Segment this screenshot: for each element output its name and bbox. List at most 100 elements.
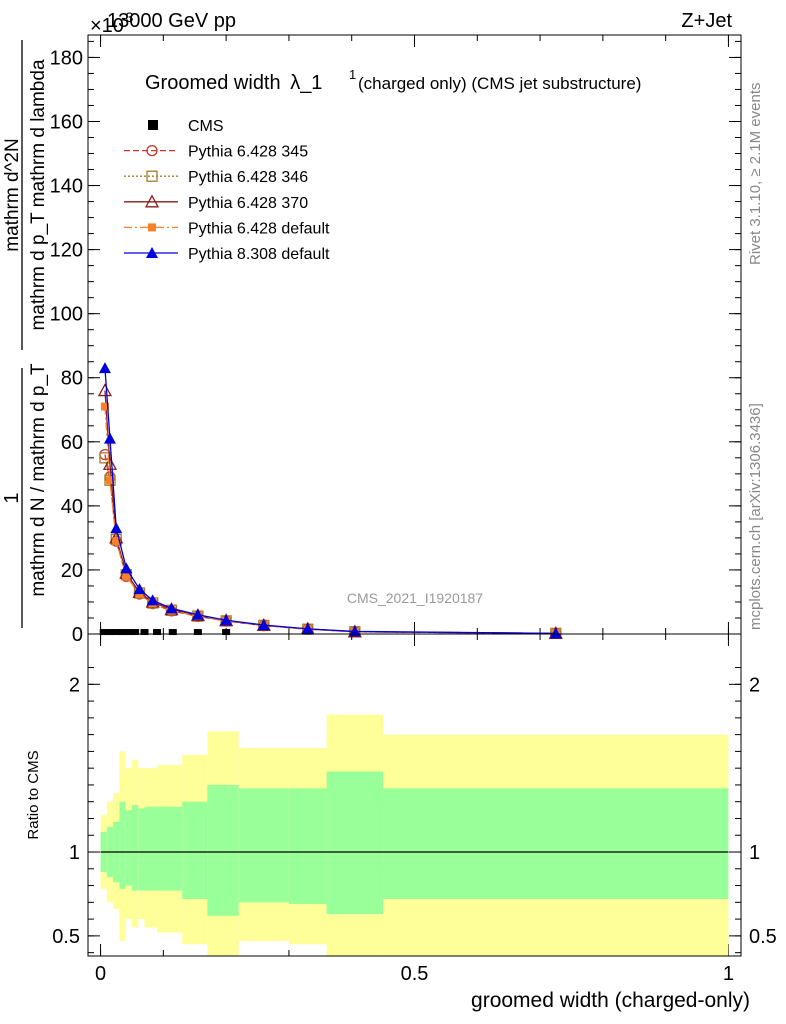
series-point bbox=[120, 562, 133, 574]
y-tick-label: 20 bbox=[61, 560, 83, 582]
legend-marker bbox=[148, 120, 158, 130]
series-3 bbox=[97, 383, 563, 640]
ratio-band-inner bbox=[144, 806, 158, 891]
plot-title-superscript: 1 bbox=[349, 67, 356, 82]
y-tick-label: 80 bbox=[61, 368, 83, 390]
plot-title: Groomed width λ_1 bbox=[145, 72, 322, 94]
ratio-y-tick-label-right: 1 bbox=[749, 842, 760, 864]
legend-item: Pythia 8.308 default bbox=[124, 246, 330, 263]
ylabel-fraction1-denominator: mathrm d N / mathrm d p_T bbox=[28, 363, 49, 597]
cms-point bbox=[124, 629, 133, 636]
main-plot-area: 0 20 40 60 80 100 120 140 160 180 bbox=[50, 35, 741, 646]
y-tick-label: 140 bbox=[50, 176, 83, 198]
cms-point bbox=[112, 629, 121, 636]
series-point bbox=[100, 402, 109, 411]
x-axis-label: groomed width (charged-only) bbox=[471, 989, 750, 1012]
series-point bbox=[301, 622, 314, 634]
ratio-y-tick-label-right: 2 bbox=[749, 674, 760, 696]
ratio-y-tick-label-right: 0.5 bbox=[749, 926, 777, 948]
legend-item: Pythia 6.428 370 bbox=[124, 194, 308, 212]
cms-point bbox=[168, 629, 177, 636]
mcplots-label: mcplots.cern.ch [arXiv:1306.3436] bbox=[747, 403, 764, 630]
legend-label: CMS bbox=[188, 118, 224, 135]
main-ylabel: 1 mathrm d N / mathrm d p_T mathrm d^2N … bbox=[1, 40, 49, 628]
x-tick-label: 0 bbox=[95, 963, 106, 985]
series-line bbox=[104, 368, 556, 635]
ratio-band-inner bbox=[131, 805, 139, 891]
legend-item: Pythia 6.428 default bbox=[124, 220, 330, 237]
ylabel-fraction1-numerator: 1 bbox=[1, 492, 23, 503]
ratio-band-inner bbox=[125, 810, 132, 886]
legend-label: Pythia 6.428 370 bbox=[188, 195, 308, 212]
series-point bbox=[165, 602, 178, 614]
analysis-id: CMS_2021_I1920187 bbox=[347, 590, 483, 606]
legend-marker bbox=[144, 194, 160, 208]
cms-point bbox=[222, 629, 231, 636]
legend-item: Pythia 6.428 346 bbox=[124, 169, 308, 186]
series-4 bbox=[100, 402, 560, 638]
legend-label: Pythia 6.428 346 bbox=[188, 169, 308, 186]
ratio-band-inner bbox=[326, 771, 384, 915]
series-point bbox=[97, 383, 113, 397]
legend-label: Pythia 6.428 default bbox=[188, 220, 330, 237]
series-5 bbox=[98, 362, 562, 639]
y-tick-label: 40 bbox=[61, 496, 83, 518]
y-tick-label: 160 bbox=[50, 111, 83, 133]
series-point bbox=[110, 522, 123, 534]
legend: CMS Pythia 6.428 345 Pythia 6.428 346 Pythi… bbox=[124, 118, 330, 263]
ratio-band-inner bbox=[182, 801, 208, 899]
x-tick-label: 0.5 bbox=[401, 963, 429, 985]
legend-item: CMS bbox=[148, 118, 224, 135]
cms-point bbox=[105, 629, 114, 636]
plot-title-lambda: λ_1 bbox=[290, 72, 322, 94]
legend-label: Pythia 6.428 345 bbox=[188, 144, 308, 161]
ratio-plot-frame bbox=[87, 633, 742, 957]
ratio-band-inner bbox=[119, 801, 126, 889]
y-tick-label: 0 bbox=[72, 624, 83, 646]
x-tick-label: 1 bbox=[723, 963, 734, 985]
ratio-band-inner bbox=[157, 806, 183, 891]
series-point bbox=[146, 594, 159, 606]
ratio-plot-area: 0 0.5 1 0.5 0.5 1 1 2 2 bbox=[52, 634, 777, 985]
cms-point bbox=[140, 629, 149, 636]
plot-title-rest: (charged only) (CMS jet substructure) bbox=[358, 74, 641, 93]
ratio-y-tick-label: 0.5 bbox=[52, 926, 80, 948]
series-point bbox=[191, 608, 204, 620]
legend-marker bbox=[146, 144, 158, 157]
series-point bbox=[549, 627, 562, 639]
series-point bbox=[105, 476, 114, 485]
ratio-band-inner bbox=[383, 788, 729, 899]
exponent-superscript: -3 bbox=[121, 9, 134, 25]
y-tick-label: 180 bbox=[50, 47, 83, 69]
legend-marker bbox=[146, 247, 158, 258]
energy-label: 13000 GeV pp bbox=[107, 10, 236, 32]
series-point bbox=[220, 614, 233, 626]
ratio-ylabel: Ratio to CMS bbox=[25, 750, 42, 839]
legend-label: Pythia 8.308 default bbox=[188, 246, 330, 263]
legend-marker bbox=[146, 170, 158, 182]
ratio-band-inner bbox=[288, 788, 327, 905]
rivet-label: Rivet 3.1.10, ≥ 2.1M events bbox=[747, 83, 764, 266]
ratio-band-inner bbox=[138, 808, 145, 891]
ylabel-fraction2-numerator: mathrm d^2N bbox=[2, 138, 23, 251]
series-point bbox=[122, 572, 131, 581]
y-tick-label: 120 bbox=[50, 240, 83, 262]
cms-point bbox=[153, 629, 162, 636]
series-point bbox=[133, 583, 146, 595]
main-plot-frame bbox=[87, 34, 742, 635]
cms-point bbox=[193, 629, 202, 636]
cms-point bbox=[118, 629, 127, 636]
y-tick-label: 60 bbox=[61, 432, 83, 454]
series-point bbox=[102, 456, 118, 470]
series-line bbox=[104, 406, 556, 635]
cms-data bbox=[99, 629, 231, 636]
cms-point bbox=[131, 629, 140, 636]
exponent-label: ×10 bbox=[90, 15, 124, 37]
ratio-band-inner bbox=[207, 784, 239, 916]
ratio-band-inner bbox=[238, 788, 289, 903]
plot-title-main: Groomed width bbox=[145, 72, 281, 94]
cms-point bbox=[99, 629, 108, 636]
series-point bbox=[257, 619, 270, 631]
ylabel-fraction2-denominator: mathrm d p_T mathrm d lambda bbox=[28, 59, 49, 330]
